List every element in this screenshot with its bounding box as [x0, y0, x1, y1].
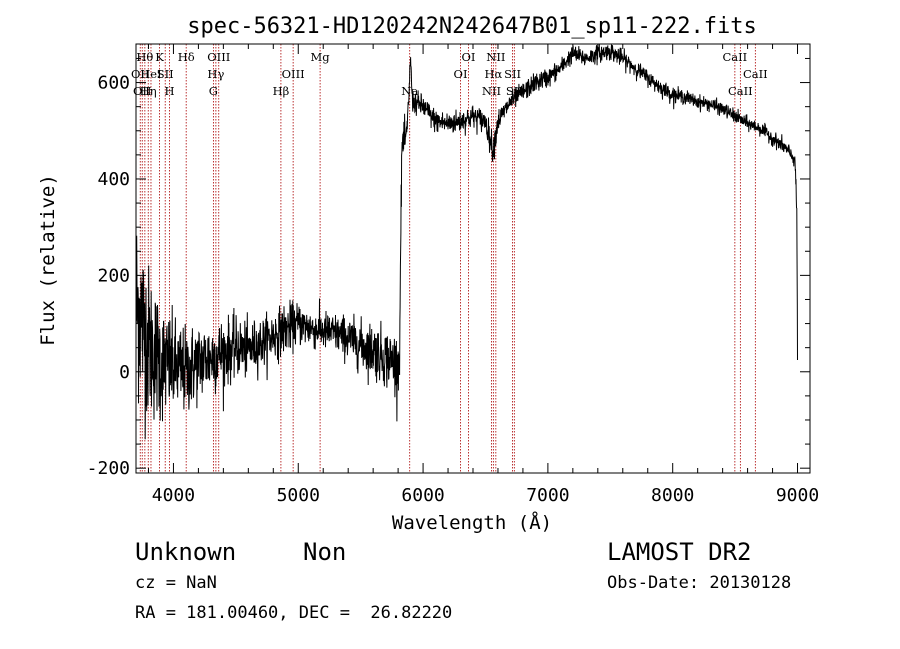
spectrum-line	[135, 43, 798, 440]
line-label: OI	[454, 67, 468, 81]
line-label: HeI	[140, 67, 161, 81]
line-label: Hα	[484, 67, 502, 81]
line-label: NII	[486, 50, 505, 64]
chart-title: spec-56321-HD120242N242647B01_sp11-222.f…	[187, 14, 757, 39]
spectral-line-markers	[139, 44, 756, 473]
coordinates: RA = 181.00460, DEC = 26.82220	[135, 603, 453, 623]
line-label: K	[155, 50, 164, 64]
line-label: OI	[462, 50, 476, 64]
line-label: NII	[482, 84, 501, 98]
line-label: Mg	[311, 50, 331, 64]
y-tick-label: -200	[87, 458, 130, 479]
line-label: H	[165, 84, 175, 98]
spectral-line-labels: OIIOIIHθHηHeIKSIIHHδGHγOIIIHβOIIIMgNaOIO…	[131, 50, 768, 98]
x-tick-label: 6000	[401, 485, 444, 506]
x-tick-label: 5000	[277, 485, 320, 506]
x-tick-label: 8000	[651, 485, 694, 506]
line-label: G	[209, 84, 218, 98]
x-tick-label: 7000	[526, 485, 569, 506]
line-label: SII	[504, 67, 521, 81]
line-label: CaII	[722, 50, 747, 64]
y-tick-label: 200	[97, 265, 130, 286]
line-label: Hγ	[207, 67, 224, 81]
observation-date: Obs-Date: 20130128	[607, 573, 792, 593]
object-class: Unknown	[135, 538, 237, 566]
survey-name: LAMOST DR2	[607, 538, 752, 566]
y-tick-label: 400	[97, 169, 130, 190]
line-label: Hβ	[273, 84, 290, 98]
object-subclass: Non	[303, 538, 347, 566]
line-label: Hθ	[136, 50, 153, 64]
x-tick-label: 9000	[776, 485, 819, 506]
x-axis-label: Wavelength (Å)	[392, 511, 552, 534]
y-tick-label: 600	[97, 73, 130, 94]
line-label: SII	[157, 67, 174, 81]
line-label: Na	[401, 84, 418, 98]
line-label: Hη	[140, 84, 157, 98]
x-axis: 4000 5000 6000 7000 8000 9000	[147, 44, 819, 506]
redshift-value: cz = NaN	[135, 573, 217, 593]
x-tick-label: 4000	[152, 485, 195, 506]
line-label: CaII	[728, 84, 753, 98]
y-axis-label: Flux (relative)	[37, 174, 59, 346]
line-label: CaII	[743, 67, 768, 81]
line-label: OIII	[207, 50, 230, 64]
y-tick-label: 0	[119, 362, 130, 383]
y-axis: -200 0 200 400 600	[87, 57, 810, 479]
line-label: OII	[133, 84, 152, 98]
line-label: Hδ	[178, 50, 195, 64]
line-label: OIII	[282, 67, 305, 81]
